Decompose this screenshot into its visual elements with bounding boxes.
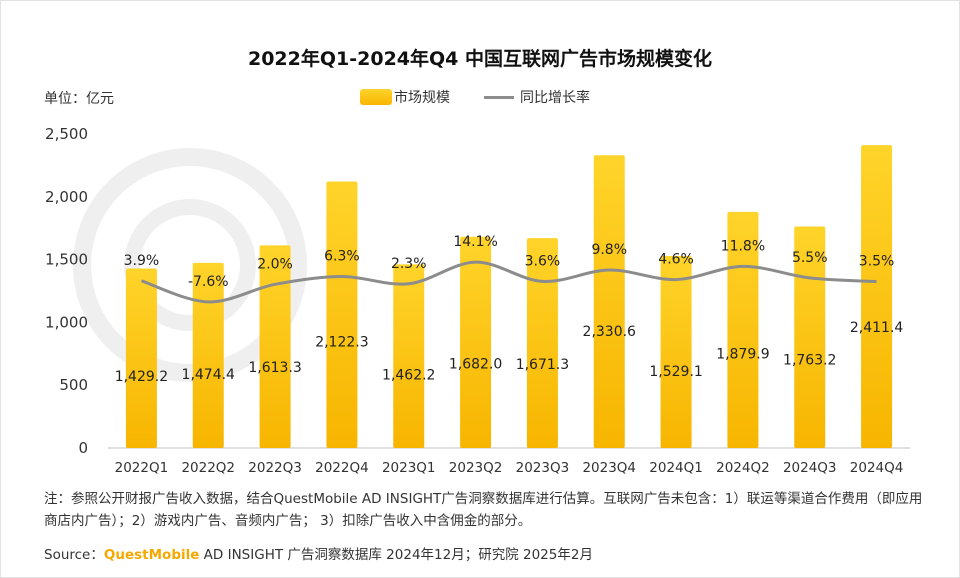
x-tick-label: 2024Q2	[716, 460, 770, 476]
bar-series	[125, 145, 893, 448]
legend: 市场规模 同比增长率	[360, 86, 590, 108]
chart-title: 2022年Q1-2024年Q4 中国互联网广告市场规模变化	[247, 48, 712, 70]
growth-value-label: 14.1%	[453, 234, 497, 250]
bar	[125, 268, 157, 448]
growth-value-label: 2.3%	[391, 256, 427, 272]
x-tick-label: 2022Q2	[181, 460, 235, 476]
bar-value-label: 2,411.4	[850, 320, 904, 336]
footnote: 注：参照公开财报广告收入数据，结合QuestMobile AD INSIGHT广…	[44, 491, 923, 529]
legend-bar-label: 市场规模	[394, 90, 450, 106]
legend-line-label: 同比增长率	[520, 90, 590, 106]
x-tick-labels: 2022Q1 2022Q2 2022Q3 2022Q4 2023Q1 2023Q2 2023…	[115, 460, 904, 476]
growth-value-label: 4.6%	[658, 252, 694, 268]
bar	[192, 262, 224, 448]
bar-value-label: 2,330.6	[583, 324, 637, 340]
x-tick-label: 2024Q1	[649, 460, 703, 476]
bar	[727, 211, 759, 448]
bar	[794, 226, 826, 448]
bar	[460, 236, 492, 448]
bar	[393, 264, 425, 448]
bar-value-label: 1,682.0	[449, 356, 502, 372]
bar-value-label: 1,529.1	[649, 364, 702, 380]
watermark	[73, 148, 307, 382]
bar-data-labels: 1,429.2 1,474.4 1,613.3 2,122.3 1,462.2 1,682…	[115, 320, 904, 385]
x-tick-label: 2023Q4	[582, 460, 636, 476]
y-tick-label: 2,000	[45, 188, 88, 206]
bar-value-label: 1,879.9	[716, 347, 769, 363]
y-tick-label: 1,500	[45, 251, 88, 269]
growth-data-labels: 3.9% -7.6% 2.0% 6.3% 2.3% 14.1% 3.6% 9.8% 4.6% 11…	[124, 234, 895, 290]
bar-value-label: 1,613.3	[248, 360, 301, 376]
x-tick-label: 2022Q3	[248, 460, 302, 476]
bar-value-label: 1,462.2	[382, 368, 435, 384]
growth-value-label: 9.8%	[591, 242, 627, 258]
growth-value-label: 3.6%	[525, 253, 561, 269]
legend-bar-swatch	[360, 89, 392, 105]
y-tick-label: 0	[78, 439, 88, 457]
source-brand: QuestMobile	[103, 547, 200, 563]
x-tick-label: 2023Q3	[516, 460, 570, 476]
unit-label: 单位：亿元	[44, 91, 114, 107]
legend-line-swatch	[484, 95, 514, 99]
bar-value-label: 1,474.4	[182, 367, 236, 383]
y-tick-label: 1,000	[45, 313, 88, 331]
bar	[861, 145, 893, 448]
bar	[259, 245, 291, 448]
bar	[526, 238, 558, 448]
growth-value-label: 5.5%	[792, 250, 828, 266]
growth-value-label: 3.5%	[859, 254, 895, 270]
source-suffix: AD INSIGHT 广告洞察数据库 2024年12月；研究院 2025年2月	[199, 547, 593, 563]
bar	[326, 181, 358, 448]
growth-rate-line	[140, 260, 877, 304]
y-tick-label: 500	[59, 376, 88, 394]
bar-value-label: 1,429.2	[115, 369, 168, 385]
source-line: Source：QuestMobile AD INSIGHT 广告洞察数据库 20…	[44, 543, 593, 563]
bar	[660, 255, 692, 448]
growth-value-label: 11.8%	[721, 238, 765, 254]
x-tick-label: 2024Q3	[783, 460, 837, 476]
x-tick-label: 2024Q4	[850, 460, 904, 476]
growth-value-label: -7.6%	[188, 274, 229, 290]
growth-value-label: 2.0%	[257, 256, 293, 272]
source-prefix: Source：	[44, 547, 104, 563]
bar-value-label: 1,763.2	[783, 352, 836, 368]
x-tick-label: 2022Q4	[315, 460, 369, 476]
x-tick-label: 2023Q1	[382, 460, 436, 476]
y-tick-label: 2,500	[45, 125, 88, 143]
y-axis: 0 500 1,000 1,500 2,000 2,500	[45, 125, 88, 457]
growth-value-label: 3.9%	[124, 253, 160, 269]
x-tick-label: 2023Q2	[449, 460, 503, 476]
growth-value-label: 6.3%	[324, 248, 360, 264]
x-tick-label: 2022Q1	[115, 460, 169, 476]
bar-value-label: 1,671.3	[516, 357, 569, 373]
bar-value-label: 2,122.3	[315, 334, 368, 350]
bar	[593, 155, 625, 448]
